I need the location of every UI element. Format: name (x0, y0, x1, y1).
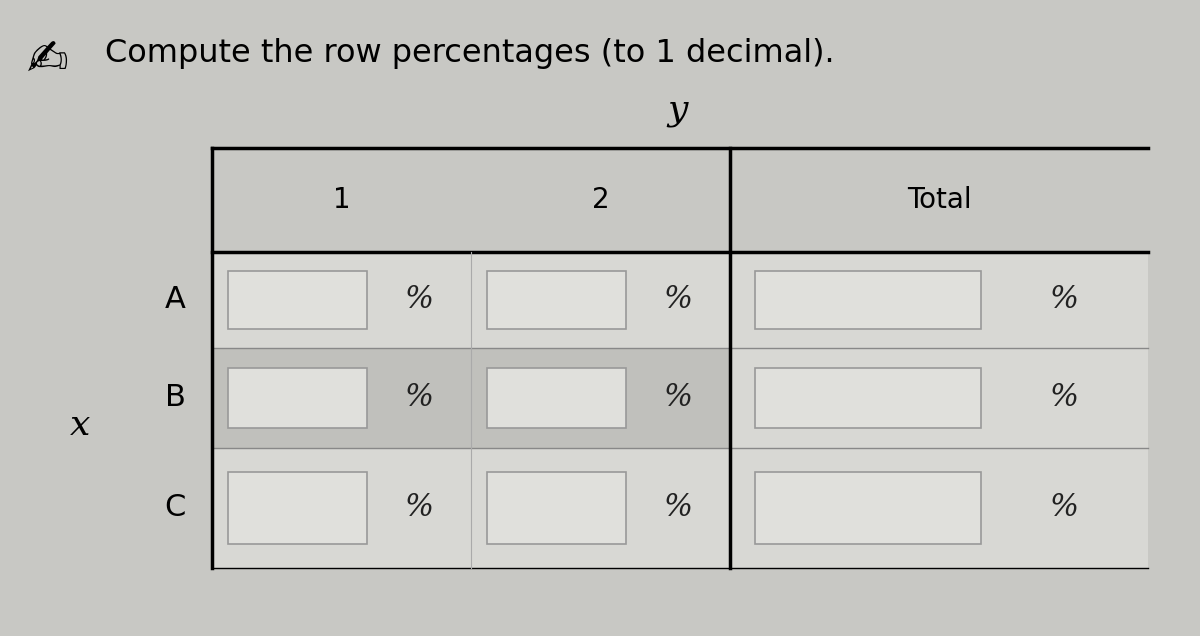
Bar (212, 348, 1148, 448)
Text: 2: 2 (592, 186, 610, 214)
Bar (212, 448, 1148, 568)
Text: 1: 1 (332, 186, 350, 214)
Bar (212, 252, 1148, 348)
Bar (486, 472, 626, 544)
Bar (228, 271, 367, 329)
Bar (228, 368, 367, 428)
Text: ✍: ✍ (28, 38, 68, 86)
Text: Total: Total (907, 186, 971, 214)
Text: %: % (664, 284, 692, 315)
Text: Compute the row percentages (to 1 decimal).: Compute the row percentages (to 1 decima… (106, 38, 835, 69)
Text: %: % (664, 382, 692, 413)
Bar (755, 368, 980, 428)
Text: %: % (404, 382, 433, 413)
Text: B: B (164, 384, 186, 413)
Bar (755, 271, 980, 329)
Bar (730, 448, 1148, 568)
Text: %: % (404, 284, 433, 315)
Text: A: A (164, 286, 186, 314)
Text: %: % (1050, 492, 1079, 523)
Text: y: y (667, 93, 688, 127)
Text: C: C (164, 494, 186, 523)
Text: %: % (1050, 284, 1079, 315)
Bar (228, 472, 367, 544)
Text: %: % (1050, 382, 1079, 413)
Bar (730, 252, 1148, 348)
Bar (486, 368, 626, 428)
Text: %: % (404, 492, 433, 523)
Bar (486, 271, 626, 329)
Bar (755, 472, 980, 544)
Bar (730, 348, 1148, 448)
Text: %: % (664, 492, 692, 523)
Bar (212, 148, 1148, 252)
Text: x: x (70, 408, 90, 442)
